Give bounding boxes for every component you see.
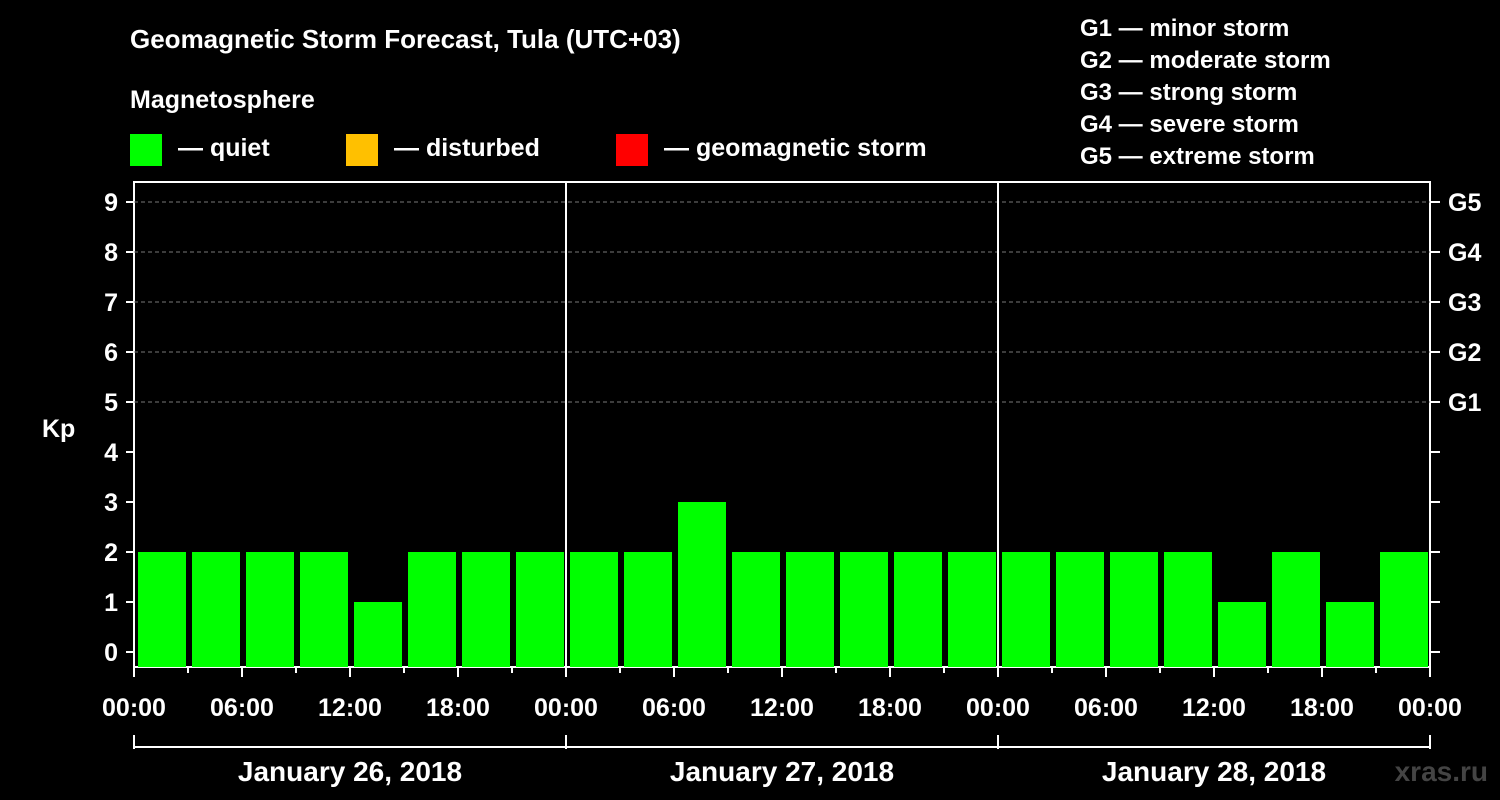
x-tick-label: 00:00 <box>1398 694 1462 722</box>
legend-swatch-storm <box>616 134 648 166</box>
y-tick-label: 7 <box>104 289 118 317</box>
day-label: January 26, 2018 <box>238 756 462 787</box>
day-label: January 28, 2018 <box>1102 756 1326 787</box>
kp-bar <box>408 552 456 667</box>
storm-level-g2: G2 — moderate storm <box>1080 47 1331 74</box>
watermark: xras.ru <box>1394 756 1488 787</box>
kp-bar <box>1110 552 1158 667</box>
x-tick-label: 12:00 <box>1182 694 1246 722</box>
legend-swatch-quiet <box>130 134 162 166</box>
g-level-label: G1 <box>1448 389 1481 417</box>
legend-swatch-disturbed <box>346 134 378 166</box>
storm-level-g3: G3 — strong storm <box>1080 79 1298 106</box>
kp-bar <box>1326 602 1374 667</box>
legend-label-storm: — geomagnetic storm <box>664 134 927 162</box>
y-tick-label: 6 <box>104 339 118 367</box>
storm-level-g4: G4 — severe storm <box>1080 111 1299 138</box>
day-label: January 27, 2018 <box>670 756 894 787</box>
y-axis-label: Kp <box>42 415 75 443</box>
kp-bar <box>354 602 402 667</box>
kp-bar <box>300 552 348 667</box>
kp-bar <box>678 502 726 667</box>
kp-bar <box>1164 552 1212 667</box>
y-tick-label: 1 <box>104 589 118 617</box>
g-level-label: G3 <box>1448 289 1481 317</box>
y-tick-label: 5 <box>104 389 118 417</box>
kp-bar <box>894 552 942 667</box>
g-level-label: G4 <box>1448 239 1481 267</box>
kp-bar <box>516 552 564 667</box>
kp-bar <box>192 552 240 667</box>
kp-bar <box>570 552 618 667</box>
x-tick-label: 12:00 <box>750 694 814 722</box>
g-level-label: G2 <box>1448 339 1481 367</box>
kp-bar <box>732 552 780 667</box>
x-tick-label: 06:00 <box>1074 694 1138 722</box>
kp-bar <box>246 552 294 667</box>
x-tick-label: 18:00 <box>1290 694 1354 722</box>
kp-bar <box>138 552 186 667</box>
x-tick-label: 00:00 <box>966 694 1030 722</box>
y-tick-label: 9 <box>104 189 118 217</box>
chart-title: Geomagnetic Storm Forecast, Tula (UTC+03… <box>130 24 681 54</box>
kp-bar <box>462 552 510 667</box>
x-tick-label: 06:00 <box>642 694 706 722</box>
y-tick-label: 2 <box>104 539 118 567</box>
kp-bar <box>1056 552 1104 667</box>
x-tick-label: 18:00 <box>426 694 490 722</box>
x-tick-label: 12:00 <box>318 694 382 722</box>
y-tick-label: 8 <box>104 239 118 267</box>
y-tick-label: 4 <box>104 439 118 467</box>
g-level-label: G5 <box>1448 189 1481 217</box>
kp-bar <box>1002 552 1050 667</box>
legend-label-disturbed: — disturbed <box>394 134 540 162</box>
storm-level-g5: G5 — extreme storm <box>1080 143 1315 170</box>
x-tick-label: 00:00 <box>102 694 166 722</box>
kp-bar <box>948 552 996 667</box>
kp-bar <box>1272 552 1320 667</box>
kp-bar <box>1218 602 1266 667</box>
y-tick-label: 3 <box>104 489 118 517</box>
x-tick-label: 00:00 <box>534 694 598 722</box>
y-tick-label: 0 <box>104 639 118 667</box>
x-tick-label: 18:00 <box>858 694 922 722</box>
kp-bar <box>1380 552 1428 667</box>
legend-label-quiet: — quiet <box>178 134 270 162</box>
kp-bar <box>786 552 834 667</box>
storm-level-g1: G1 — minor storm <box>1080 15 1290 42</box>
x-tick-label: 06:00 <box>210 694 274 722</box>
kp-bar <box>840 552 888 667</box>
chart-subtitle: Magnetosphere <box>130 86 315 114</box>
kp-bar <box>624 552 672 667</box>
